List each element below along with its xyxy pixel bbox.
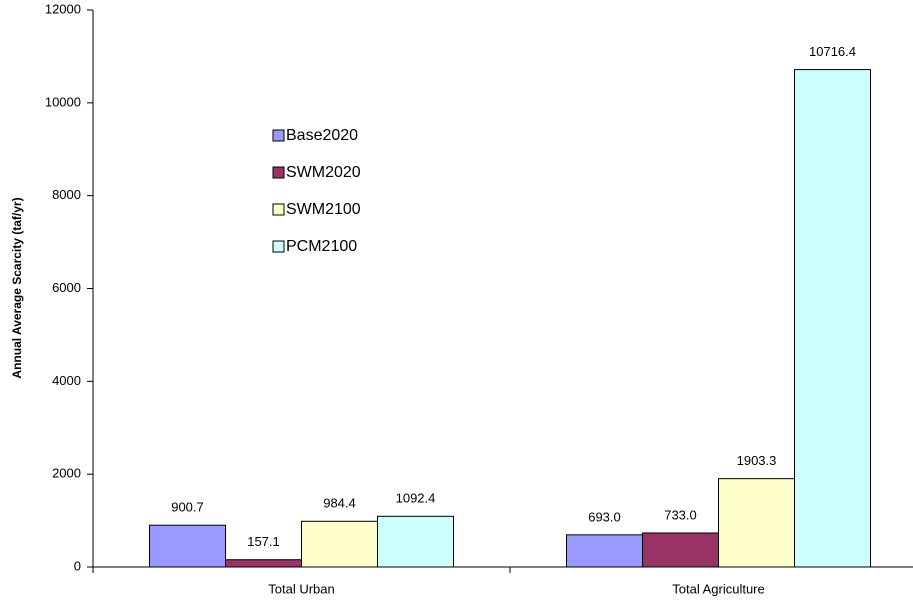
value-label: 984.4 [323, 496, 356, 511]
value-label: 900.7 [171, 500, 204, 515]
y-tick-label: 12000 [45, 1, 81, 16]
y-tick-label: 10000 [45, 94, 81, 109]
y-axis-label: Annual Average Scarcity (taf/yr) [10, 197, 24, 378]
y-tick-label: 4000 [52, 373, 81, 388]
bar [718, 478, 795, 568]
y-tick-label: 8000 [52, 187, 81, 202]
bar [566, 534, 643, 568]
x-tick-label: Total Agriculture [672, 581, 765, 596]
value-label: 693.0 [588, 509, 621, 524]
value-label: 10716.4 [809, 44, 856, 59]
bar [301, 520, 378, 568]
x-tick-label: Total Urban [268, 581, 334, 596]
legend-label: SWM2100 [286, 201, 361, 218]
value-label: 733.0 [664, 507, 697, 522]
bar [377, 515, 454, 568]
legend-swatch [272, 203, 285, 216]
bar [642, 532, 719, 568]
legend-label: PCM2100 [286, 238, 357, 255]
legend-label: SWM2020 [286, 164, 361, 181]
bar [794, 69, 871, 568]
legend-swatch [272, 240, 285, 253]
y-tick-label: 2000 [52, 466, 81, 481]
value-label: 157.1 [247, 534, 280, 549]
legend: Base2020 SWM2020 SWM2100 PCM2100 [272, 127, 361, 255]
value-label: 1903.3 [737, 453, 777, 468]
bar [149, 524, 226, 568]
y-tick-label: 6000 [52, 280, 81, 295]
legend-label: Base2020 [286, 127, 358, 144]
legend-swatch [272, 166, 285, 179]
legend-swatch [272, 129, 285, 142]
value-label: 1092.4 [396, 491, 436, 506]
bar [225, 559, 302, 568]
y-tick-label: 0 [74, 558, 81, 573]
